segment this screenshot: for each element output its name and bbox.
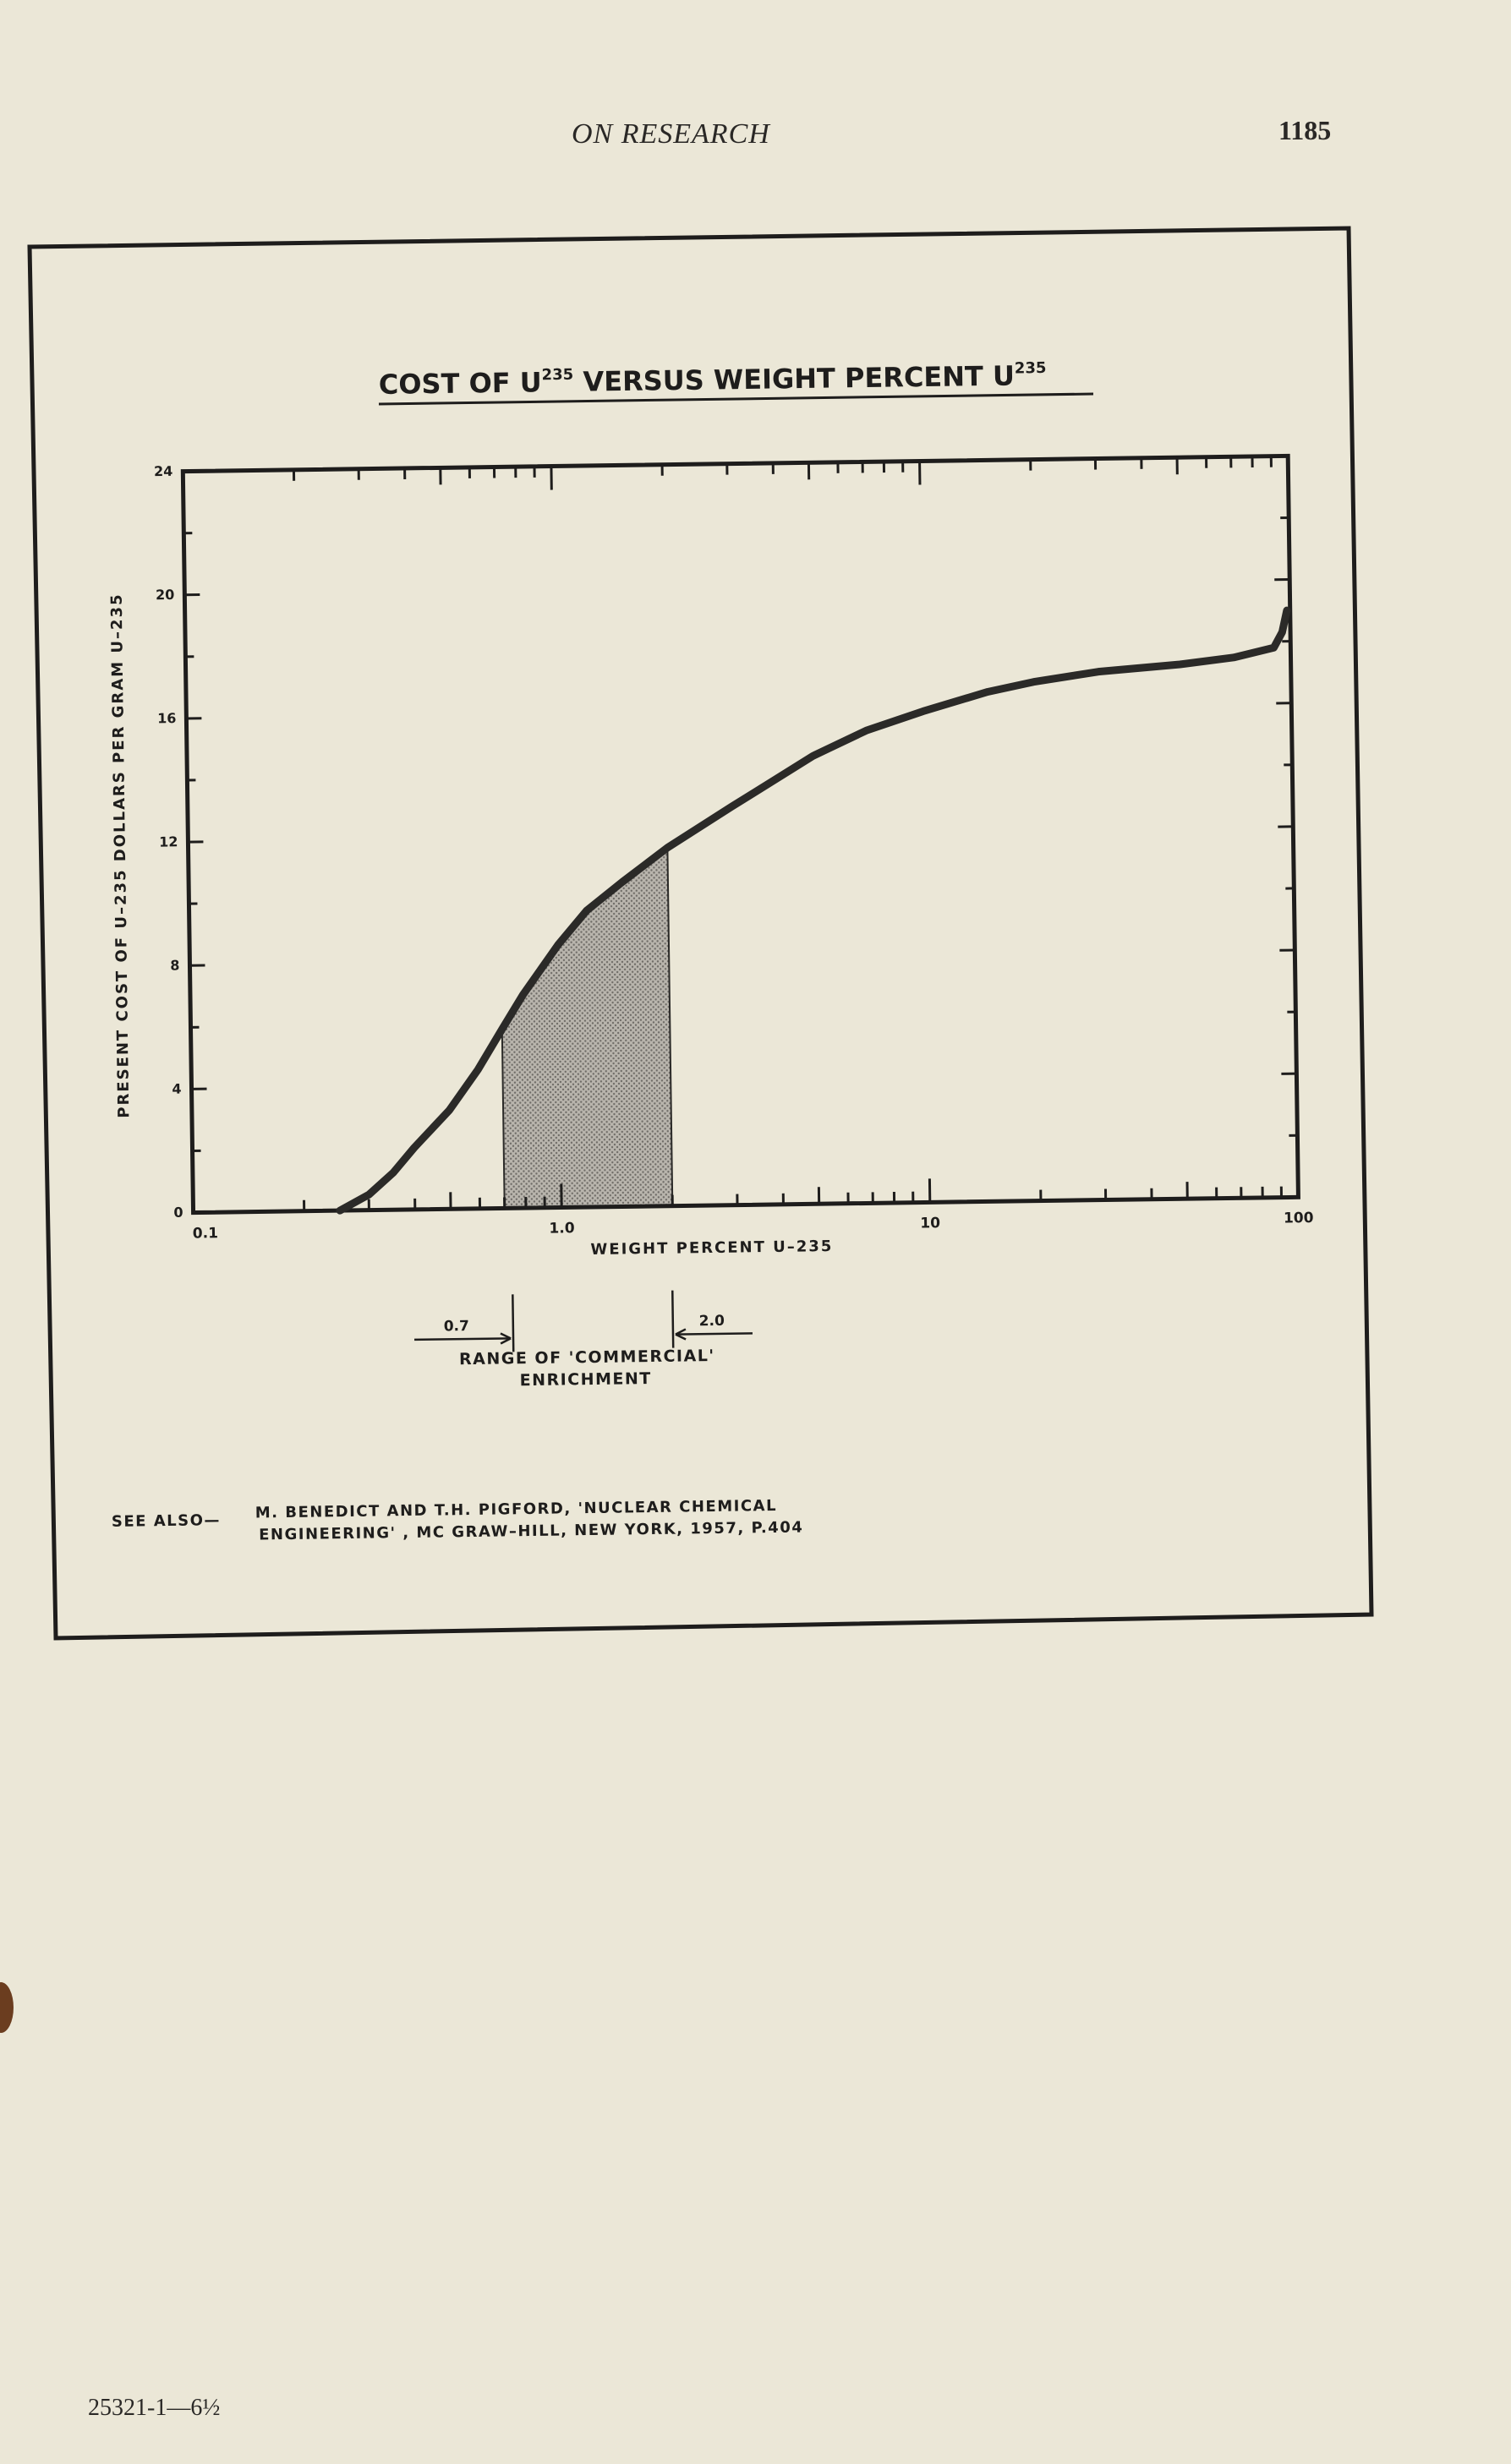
title-sup: 235 <box>541 366 573 385</box>
y-tick-label: 24 <box>154 463 173 479</box>
title-underline <box>378 392 1094 406</box>
y-tick-label: 16 <box>157 710 177 726</box>
see-also-citation: SEE ALSO— M. BENEDICT AND T.H. PIGFORD, … <box>112 1497 804 1544</box>
range-high-arrow <box>675 1332 753 1336</box>
y-tick-label: 8 <box>170 957 179 973</box>
range-high-label: 2.0 <box>699 1313 725 1330</box>
range-high-arrowhead <box>675 1328 687 1341</box>
range-high-tick <box>671 1290 675 1348</box>
see-also-line2: ENGINEERING' , MC GRAW–HILL, NEW YORK, 1… <box>259 1519 803 1544</box>
plot-area: 0.1 1.0 10 100 0 4 8 12 16 20 24 <box>154 453 1314 1243</box>
shaded-commercial-range <box>501 845 674 1210</box>
y-axis-label: PRESENT COST OF U–235 DOLLARS PER GRAM U… <box>108 593 134 1118</box>
range-annotation: 0.7 2.0 RANGE OF 'COMMERCIAL' ENRICHMENT <box>414 1290 753 1390</box>
x-tick-label: 100 <box>1284 1210 1314 1227</box>
y-tick-label: 20 <box>156 587 175 603</box>
x-axis-label: WEIGHT PERCENT U–235 <box>590 1237 833 1259</box>
range-low-arrow <box>414 1337 512 1341</box>
y-tick-label: 12 <box>159 833 178 850</box>
range-low-tick <box>512 1294 515 1352</box>
binding-hole <box>0 1982 14 2033</box>
range-caption-line1: RANGE OF 'COMMERCIAL' <box>459 1347 715 1369</box>
series-line <box>336 606 1291 1215</box>
page-number: 1185 <box>1278 115 1332 145</box>
range-low-label: 0.7 <box>444 1318 469 1335</box>
title-mid: VERSUS WEIGHT PERCENT U <box>573 360 1015 398</box>
see-also-prefix: SEE ALSO— <box>112 1511 221 1531</box>
ticks-layer <box>183 454 1299 1215</box>
shaded-region-layer <box>501 845 674 1210</box>
running-head: ON RESEARCH <box>572 118 770 150</box>
footer-code: 25321-1—6½ <box>88 2395 221 2421</box>
title-sup2: 235 <box>1015 359 1047 378</box>
x-tick-label: 10 <box>920 1215 940 1232</box>
series-layer <box>336 606 1291 1215</box>
range-caption-line2: ENRICHMENT <box>519 1369 651 1390</box>
see-also-line1: M. BENEDICT AND T.H. PIGFORD, 'NUCLEAR C… <box>255 1497 777 1522</box>
plot-frame <box>180 453 1300 1216</box>
figure-frame <box>27 226 1374 1641</box>
tick-labels-layer: 0.1 1.0 10 100 0 4 8 12 16 20 24 <box>154 463 1314 1243</box>
x-tick-label: 0.1 <box>193 1225 218 1242</box>
title-main: COST OF U <box>379 366 542 401</box>
chart-title: COST OF U235 VERSUS WEIGHT PERCENT U235 <box>379 359 1047 401</box>
y-tick-label: 4 <box>172 1081 181 1097</box>
x-tick-label: 1.0 <box>549 1220 575 1237</box>
y-tick-label: 0 <box>173 1205 183 1221</box>
range-low-arrowhead <box>500 1332 512 1345</box>
